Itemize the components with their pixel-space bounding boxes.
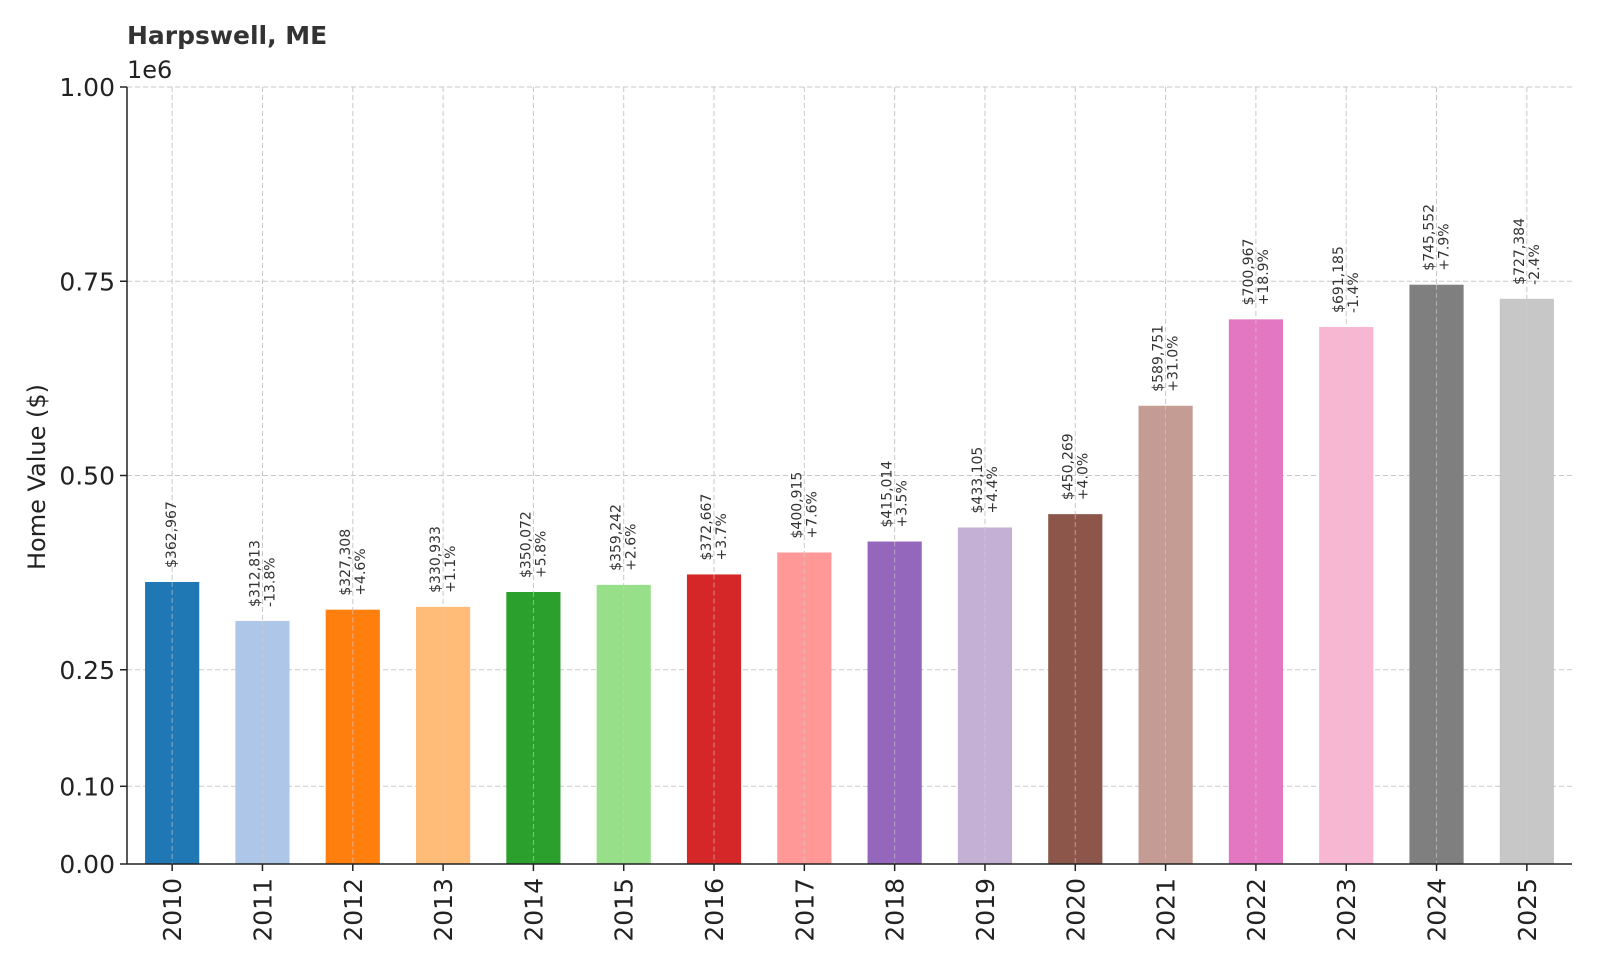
data-label-value-2019: $433,105 bbox=[970, 447, 986, 514]
data-label-value-2023: $691,185 bbox=[1331, 246, 1347, 313]
y-tick-label: 0.10 bbox=[59, 772, 115, 801]
chart-title: Harpswell, ME bbox=[127, 21, 327, 50]
data-label-value-2024: $745,552 bbox=[1422, 204, 1438, 271]
data-label-value-2025: $727,384 bbox=[1512, 218, 1528, 285]
data-label-value-2014: $350,072 bbox=[518, 511, 534, 578]
data-label-change-2015: +2.6% bbox=[624, 524, 640, 571]
x-tick-label-2023: 2023 bbox=[1332, 878, 1361, 942]
x-tick-label-2017: 2017 bbox=[790, 878, 819, 942]
y-axis-title: Home Value ($) bbox=[23, 384, 51, 570]
x-tick-label-2011: 2011 bbox=[248, 878, 277, 942]
data-label-change-2014: +5.8% bbox=[533, 531, 549, 578]
x-tick-label-2018: 2018 bbox=[881, 878, 910, 942]
x-tick-label-2010: 2010 bbox=[158, 878, 187, 942]
x-tick-label-2012: 2012 bbox=[339, 878, 368, 942]
data-label-change-2017: +7.6% bbox=[804, 491, 820, 538]
y-tick-label: 0.00 bbox=[59, 850, 115, 879]
data-label-change-2021: +31.0% bbox=[1166, 336, 1182, 392]
data-label-change-2023: -1.4% bbox=[1346, 272, 1362, 313]
data-label-value-2010: $362,967 bbox=[164, 501, 180, 568]
data-label-value-2022: $700,967 bbox=[1241, 239, 1257, 306]
y-tick-label: 0.25 bbox=[59, 656, 115, 685]
data-label-change-2019: +4.4% bbox=[985, 466, 1001, 513]
y-axis-offset-label: 1e6 bbox=[127, 56, 172, 84]
data-label-change-2018: +3.5% bbox=[895, 480, 911, 527]
data-label-value-2016: $372,667 bbox=[699, 494, 715, 561]
x-tick-label-2025: 2025 bbox=[1513, 878, 1542, 942]
ticks-layer: 0.00 0.10 0.25 0.50 0.75 1.00 2010 2011 2012 2013… bbox=[59, 73, 1542, 942]
data-label-change-2024: +7.9% bbox=[1437, 223, 1453, 270]
data-labels-layer: $362,967 $312,813 -13.8% $327,308 +4.6% $330,… bbox=[164, 204, 1543, 607]
x-tick-label-2021: 2021 bbox=[1152, 878, 1181, 942]
data-label-value-2017: $400,915 bbox=[789, 472, 805, 539]
data-label-value-2018: $415,014 bbox=[880, 461, 896, 528]
data-label-value-2020: $450,269 bbox=[1060, 433, 1076, 500]
data-label-value-2013: $330,933 bbox=[428, 526, 444, 593]
data-label-value-2015: $359,242 bbox=[609, 504, 625, 571]
y-tick-label: 0.50 bbox=[59, 462, 115, 491]
x-tick-label-2024: 2024 bbox=[1423, 878, 1452, 942]
y-tick-label: 0.75 bbox=[59, 267, 115, 296]
data-label-value-2021: $589,751 bbox=[1151, 325, 1167, 392]
data-label-change-2022: +18.9% bbox=[1256, 249, 1272, 305]
data-label-change-2020: +4.0% bbox=[1075, 453, 1091, 500]
data-label-change-2012: +4.6% bbox=[353, 548, 369, 595]
x-tick-label-2013: 2013 bbox=[429, 878, 458, 942]
bars-layer bbox=[145, 284, 1554, 865]
data-label-value-2011: $312,813 bbox=[247, 540, 263, 607]
data-label-change-2016: +3.7% bbox=[714, 513, 730, 560]
x-tick-label-2015: 2015 bbox=[610, 878, 639, 942]
y-tick-label: 1.00 bbox=[59, 73, 115, 102]
x-tick-label-2022: 2022 bbox=[1242, 878, 1271, 942]
x-tick-label-2020: 2020 bbox=[1061, 878, 1090, 942]
data-label-change-2011: -13.8% bbox=[262, 557, 278, 607]
x-tick-label-2016: 2016 bbox=[700, 878, 729, 942]
data-label-change-2025: -2.4% bbox=[1527, 244, 1543, 285]
x-tick-label-2014: 2014 bbox=[519, 878, 548, 942]
data-label-value-2012: $327,308 bbox=[338, 529, 354, 596]
x-tick-label-2019: 2019 bbox=[971, 878, 1000, 942]
data-label-change-2013: +1.1% bbox=[443, 546, 459, 593]
